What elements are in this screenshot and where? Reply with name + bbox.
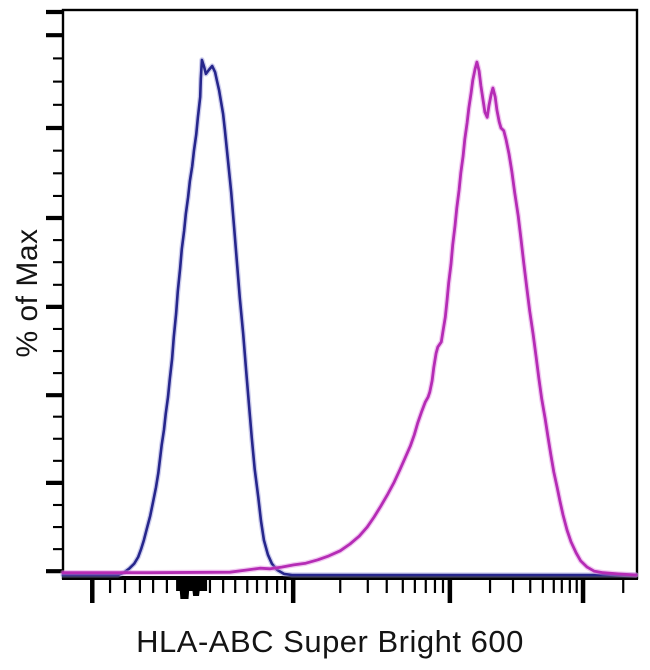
magenta-histogram-glow (60, 59, 639, 578)
blue-histogram-glow (60, 57, 639, 578)
x-axis-merged-ticks-smudge (176, 579, 208, 599)
magenta-histogram-curve (61, 60, 638, 577)
blue-histogram-curve (61, 58, 638, 577)
x-axis-label: HLA-ABC Super Bright 600 (136, 624, 524, 659)
y-axis-label: % of Max (11, 228, 44, 358)
plot-border (61, 8, 639, 580)
y-axis-ticks (46, 9, 64, 574)
x-axis-ticks (90, 579, 625, 603)
